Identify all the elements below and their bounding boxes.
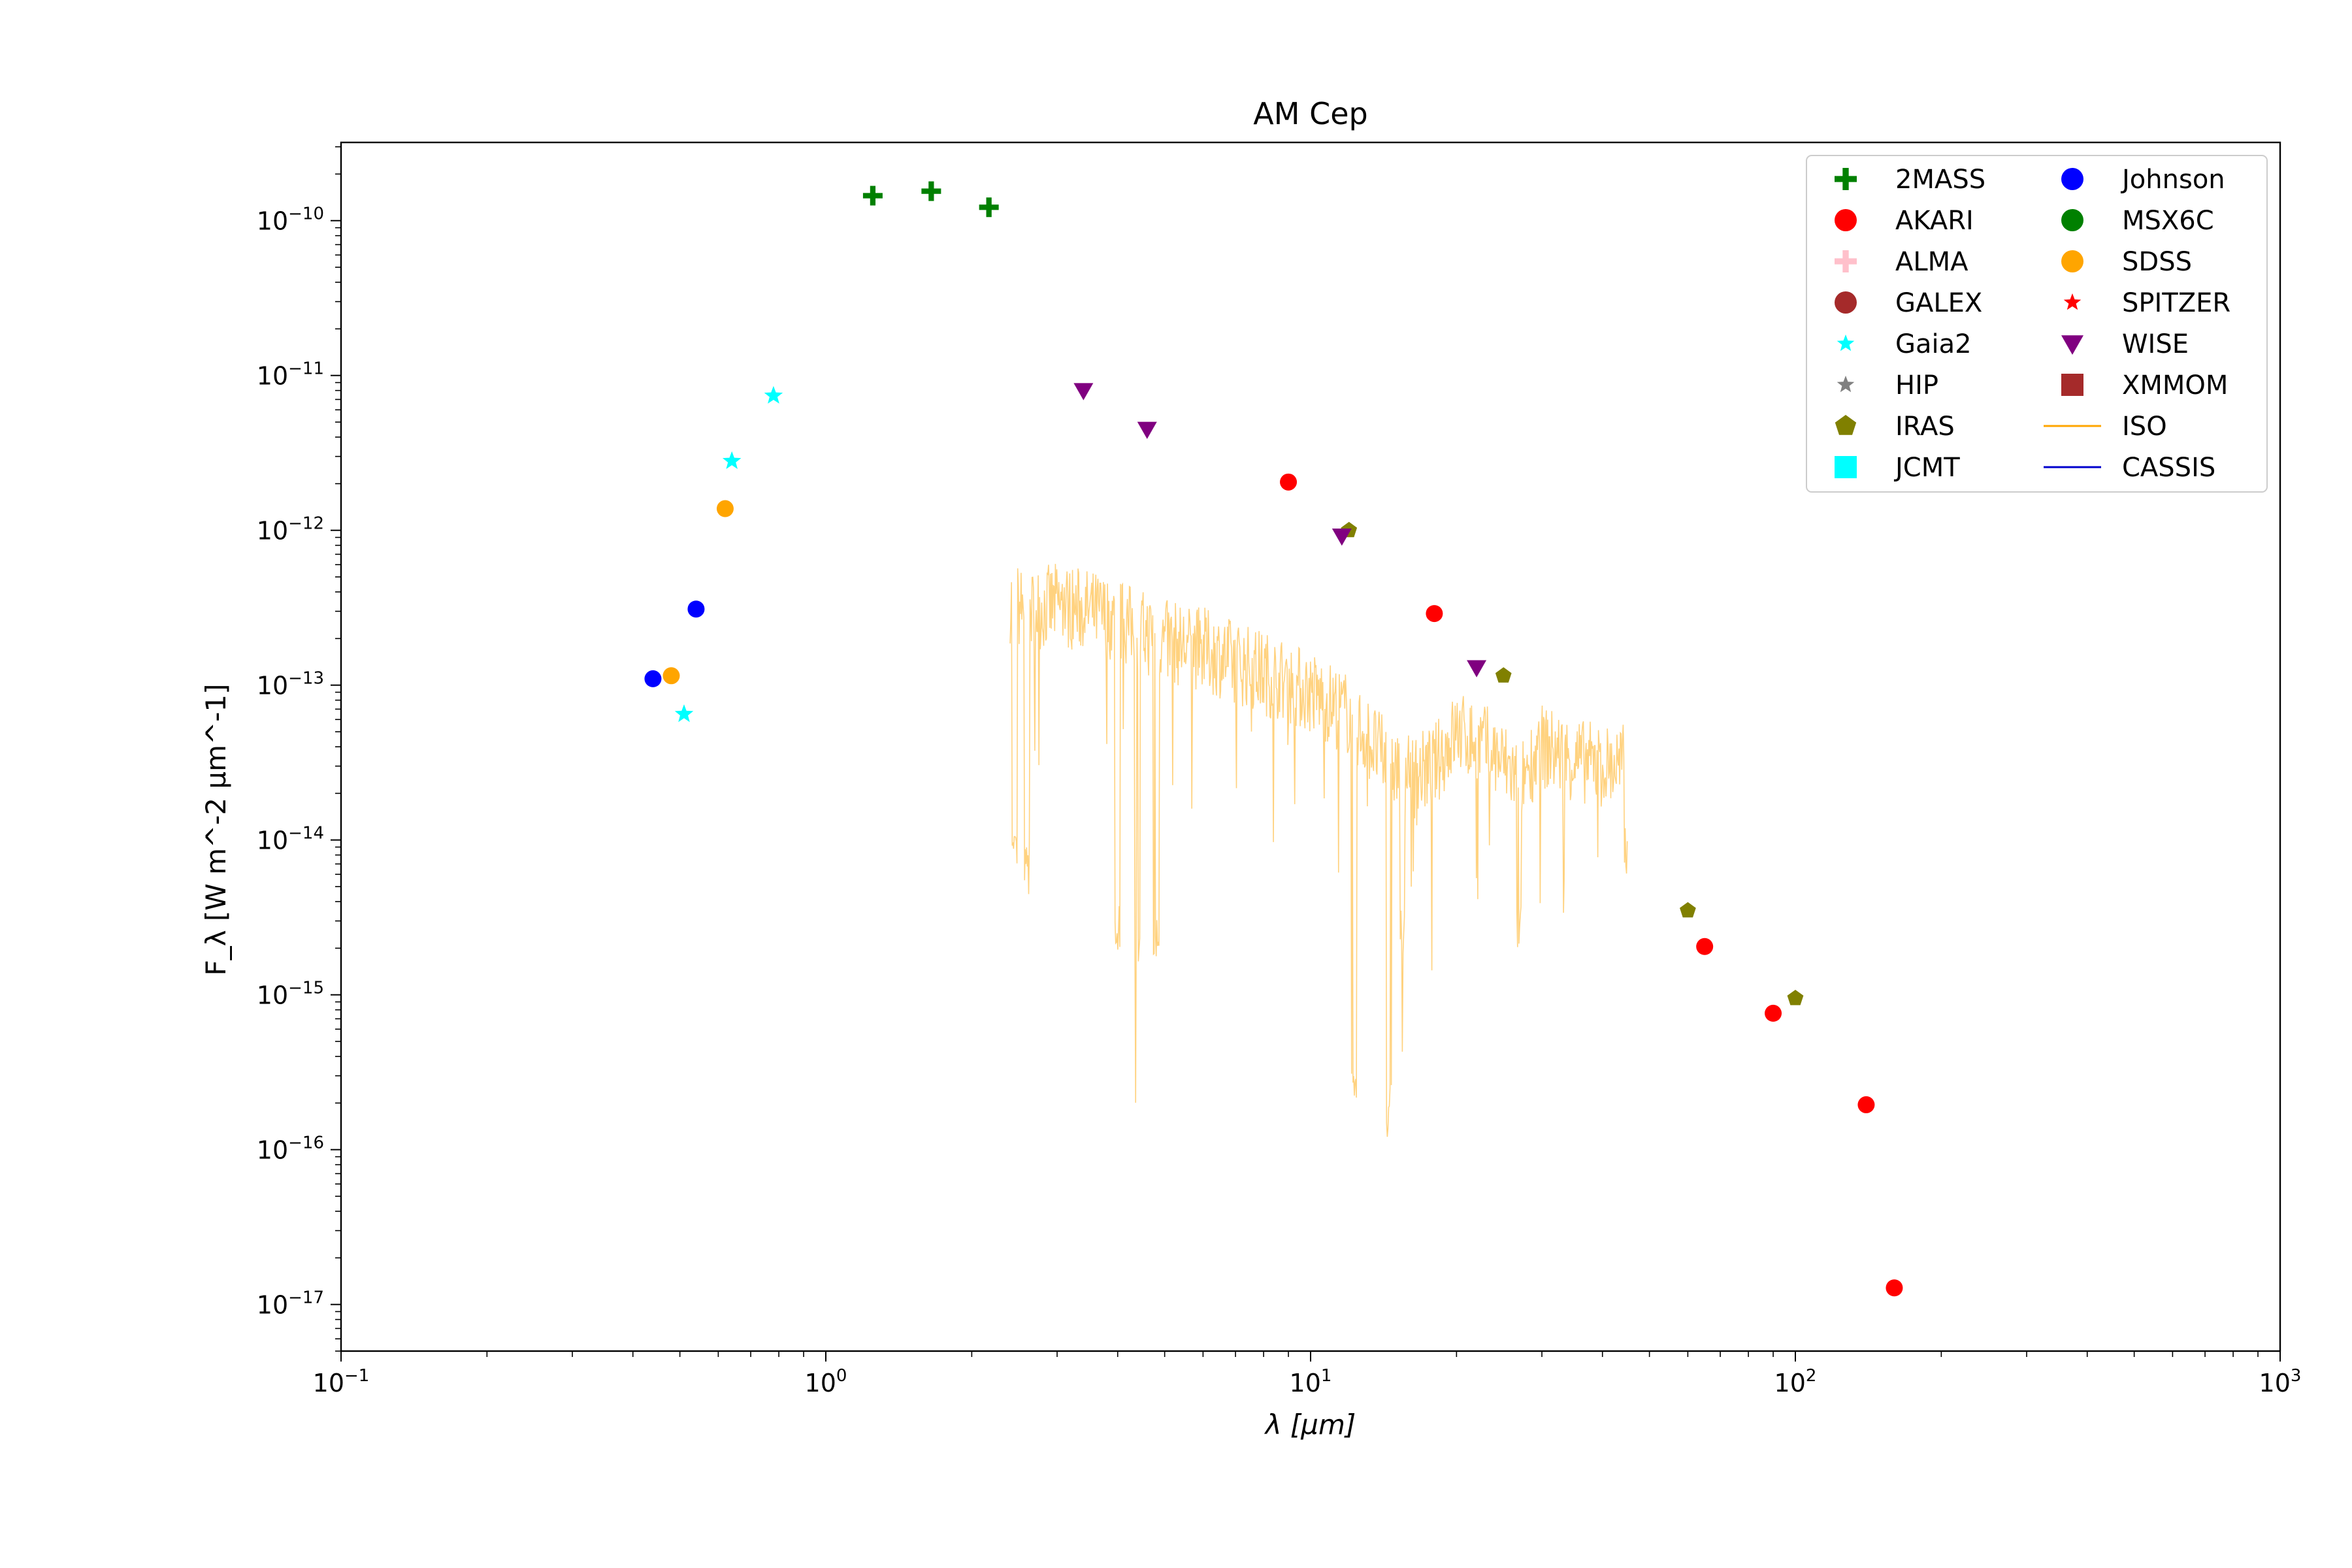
legend-label-iso: ISO — [2122, 412, 2167, 442]
legend-label-msx6c: MSX6C — [2122, 206, 2214, 236]
plot-area: 10−1 100 101 102 10310−1710−1610−1510−1410−1… — [257, 141, 2301, 1397]
point-akari-1 — [1426, 605, 1443, 623]
legend-label-gaia2: Gaia2 — [1895, 329, 1972, 359]
legend-label-johnson: Johnson — [2120, 165, 2225, 195]
series-iso-spectrum — [1009, 564, 1628, 1137]
legend-label-xmmom: XMMOM — [2122, 370, 2228, 400]
legend-label-2mass: 2MASS — [1895, 165, 1985, 195]
y-axis-label: F_λ [W m^-2 μm^-1] — [200, 683, 232, 975]
x-tick-label: 10−1 — [313, 1366, 370, 1397]
point-wise-1 — [1137, 421, 1157, 439]
chart-title: AM Cep — [1253, 96, 1367, 131]
legend-marker-johnson — [2061, 168, 2083, 190]
point-sdss-1 — [716, 500, 734, 517]
legend-marker-spitzer — [2063, 293, 2082, 310]
point-akari-0 — [1280, 473, 1298, 491]
legend-marker-2mass — [1835, 168, 1857, 191]
legend-label-akari: AKARI — [1895, 206, 1974, 236]
legend: 2MASS AKARI ALMA GALEX Gaia2 HIP IRAS JCMT Johns… — [1806, 155, 2268, 493]
point-johnson-0 — [644, 670, 662, 687]
legend-marker-xmmom — [2061, 374, 2083, 396]
legend-marker-msx6c — [2061, 209, 2083, 231]
legend-marker-alma — [1835, 250, 1857, 273]
x-tick-label: 100 — [805, 1366, 847, 1397]
legend-box — [1806, 155, 2268, 493]
legend-marker-gaia2 — [1837, 335, 1855, 351]
point-akari-5 — [1886, 1279, 1903, 1297]
point-2mass-1 — [921, 181, 941, 201]
point-akari-2 — [1696, 938, 1714, 955]
legend-marker-galex — [1835, 291, 1857, 314]
legend-label-spitzer: SPITZER — [2122, 288, 2230, 318]
legend-label-alma: ALMA — [1895, 247, 1968, 277]
legend-label-wise: WISE — [2122, 329, 2189, 359]
legend-label-iras: IRAS — [1895, 412, 1955, 442]
legend-label-jcmt: JCMT — [1893, 453, 1960, 483]
legend-label-galex: GALEX — [1895, 288, 1982, 318]
legend-label-cassis: CASSIS — [2122, 453, 2215, 483]
point-akari-3 — [1765, 1004, 1782, 1022]
point-iras-1 — [1495, 667, 1512, 683]
legend-label-hip: HIP — [1895, 370, 1938, 400]
legend-label-sdss: SDSS — [2122, 247, 2192, 277]
point-gaia2-0 — [674, 704, 694, 723]
point-2mass-2 — [979, 197, 999, 218]
legend-marker-wise — [2061, 335, 2083, 355]
point-wise-3 — [1467, 660, 1487, 678]
point-iras-2 — [1680, 902, 1696, 918]
point-2mass-0 — [862, 186, 883, 206]
point-gaia2-1 — [722, 451, 742, 469]
point-wise-0 — [1073, 383, 1094, 400]
point-wise-2 — [1331, 529, 1352, 546]
point-iras-3 — [1787, 990, 1804, 1005]
legend-marker-jcmt — [1835, 456, 1857, 478]
legend-marker-sdss — [2061, 250, 2083, 272]
point-johnson-1 — [687, 600, 705, 618]
legend-marker-hip — [1837, 376, 1855, 393]
point-akari-4 — [1857, 1096, 1875, 1113]
x-axis-label: λ [μm] — [1264, 1409, 1356, 1441]
legend-marker-akari — [1835, 209, 1857, 231]
point-gaia2-2 — [764, 385, 783, 404]
legend-marker-iras — [1835, 415, 1857, 435]
point-sdss-0 — [662, 667, 680, 685]
